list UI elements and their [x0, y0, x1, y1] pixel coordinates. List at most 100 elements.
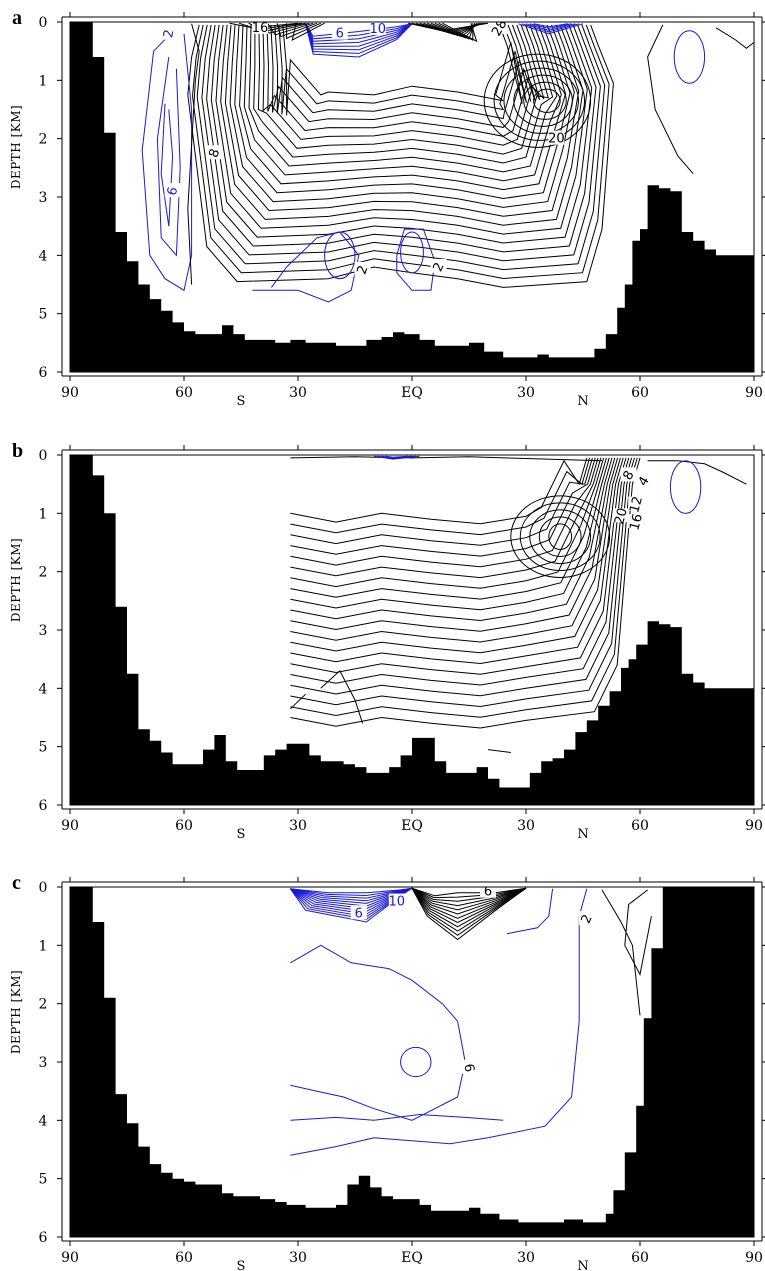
panel-label: b	[12, 440, 23, 462]
x-tick-label: 60	[631, 1250, 649, 1266]
contour-label-bg	[628, 496, 645, 511]
contour-line	[290, 457, 641, 729]
contour-line	[411, 887, 527, 915]
contour-line	[282, 24, 523, 116]
contour-line	[673, 30, 706, 84]
x-tick-label: EQ	[401, 385, 423, 401]
y-tick-label: 6	[39, 1230, 48, 1246]
y-tick-label: 2	[39, 565, 48, 581]
y-tick-label: 5	[39, 740, 48, 756]
y-axis-label: DEPTH [KM]	[9, 105, 23, 189]
contour-label-bg	[331, 25, 348, 40]
contour-line	[533, 88, 561, 113]
y-tick-label: 0	[39, 880, 48, 896]
contour-label-bg	[548, 130, 565, 145]
contour-line	[210, 24, 593, 244]
contour-line	[525, 23, 576, 31]
contour-line	[206, 24, 597, 253]
contour-line	[510, 495, 611, 579]
x-tick-label: EQ	[401, 1250, 423, 1266]
contour-line	[506, 888, 554, 935]
contour-line	[305, 23, 413, 37]
contour-line	[290, 457, 633, 697]
contour-line	[411, 887, 527, 928]
contour-line	[411, 887, 527, 941]
contour-line	[523, 81, 567, 120]
x-hemisphere-label: S	[237, 827, 246, 842]
y-tick-label: 1	[39, 938, 48, 954]
ocean-topography	[70, 455, 754, 805]
x-hemisphere-label: S	[237, 394, 246, 409]
contour-label: 16	[252, 21, 269, 36]
y-axis-label: DEPTH [KM]	[9, 970, 23, 1054]
x-tick-label: 90	[745, 385, 763, 401]
contour-label-bg	[613, 508, 629, 523]
contour-label-bg	[628, 514, 645, 529]
x-tick-label: 30	[517, 1250, 535, 1266]
x-tick-label: 90	[61, 818, 79, 834]
contour-line	[160, 103, 174, 227]
contour-line	[276, 22, 318, 38]
contour-line	[290, 457, 607, 600]
x-tick-label: 30	[517, 818, 535, 834]
contour-line	[274, 24, 532, 120]
contour-line	[305, 23, 413, 42]
contour-line	[234, 24, 571, 200]
contour-line	[396, 228, 436, 291]
contour-line	[519, 502, 601, 572]
x-tick-label: 90	[61, 385, 79, 401]
contour-line	[290, 457, 599, 568]
contour-line	[290, 457, 627, 675]
contour-line	[215, 24, 588, 235]
panel-label: c	[12, 872, 21, 894]
contour-label-bg	[578, 911, 595, 926]
contour-line	[290, 457, 591, 536]
x-hemisphere-label: N	[577, 1259, 588, 1271]
contour-label: 6	[165, 185, 182, 197]
contour-line	[513, 74, 573, 127]
x-hemisphere-label: N	[577, 394, 588, 409]
y-tick-label: 4	[39, 681, 48, 697]
panel-label: a	[12, 7, 22, 29]
contour-line	[493, 60, 586, 141]
contour-line	[141, 27, 193, 292]
contour-line	[411, 887, 527, 919]
contour-line	[320, 669, 364, 724]
contour-line	[290, 457, 621, 654]
contour-line	[253, 24, 554, 164]
contour-line	[290, 693, 306, 710]
plot-frame	[69, 886, 755, 1238]
contour-line	[191, 24, 610, 280]
contour-line	[538, 516, 582, 558]
contour-line	[257, 24, 550, 155]
y-tick-label: 5	[39, 307, 48, 323]
contour-line	[290, 457, 588, 525]
y-tick-label: 2	[39, 997, 48, 1013]
contour-line	[290, 457, 593, 546]
y-tick-label: 2	[39, 132, 48, 148]
plot-frame	[69, 454, 755, 806]
contour-line	[624, 889, 652, 976]
contour-label-bg	[430, 259, 447, 273]
contour-line	[266, 24, 541, 137]
x-tick-label: 60	[175, 1250, 193, 1266]
contour-line	[400, 1046, 432, 1078]
contour-line	[270, 24, 536, 128]
contour-line	[267, 22, 314, 36]
contour-label-bg	[369, 22, 386, 35]
contour-line	[290, 457, 624, 665]
contour-label: 6	[336, 27, 344, 42]
contour-label-bg	[206, 145, 223, 160]
contour-line	[220, 24, 584, 226]
contour-label: 6	[484, 885, 492, 900]
contour-line	[196, 24, 606, 271]
contour-line	[715, 27, 754, 49]
contour-line	[529, 23, 572, 29]
contour-line	[411, 887, 527, 911]
contour-line	[239, 24, 567, 191]
contour-line	[529, 509, 592, 565]
